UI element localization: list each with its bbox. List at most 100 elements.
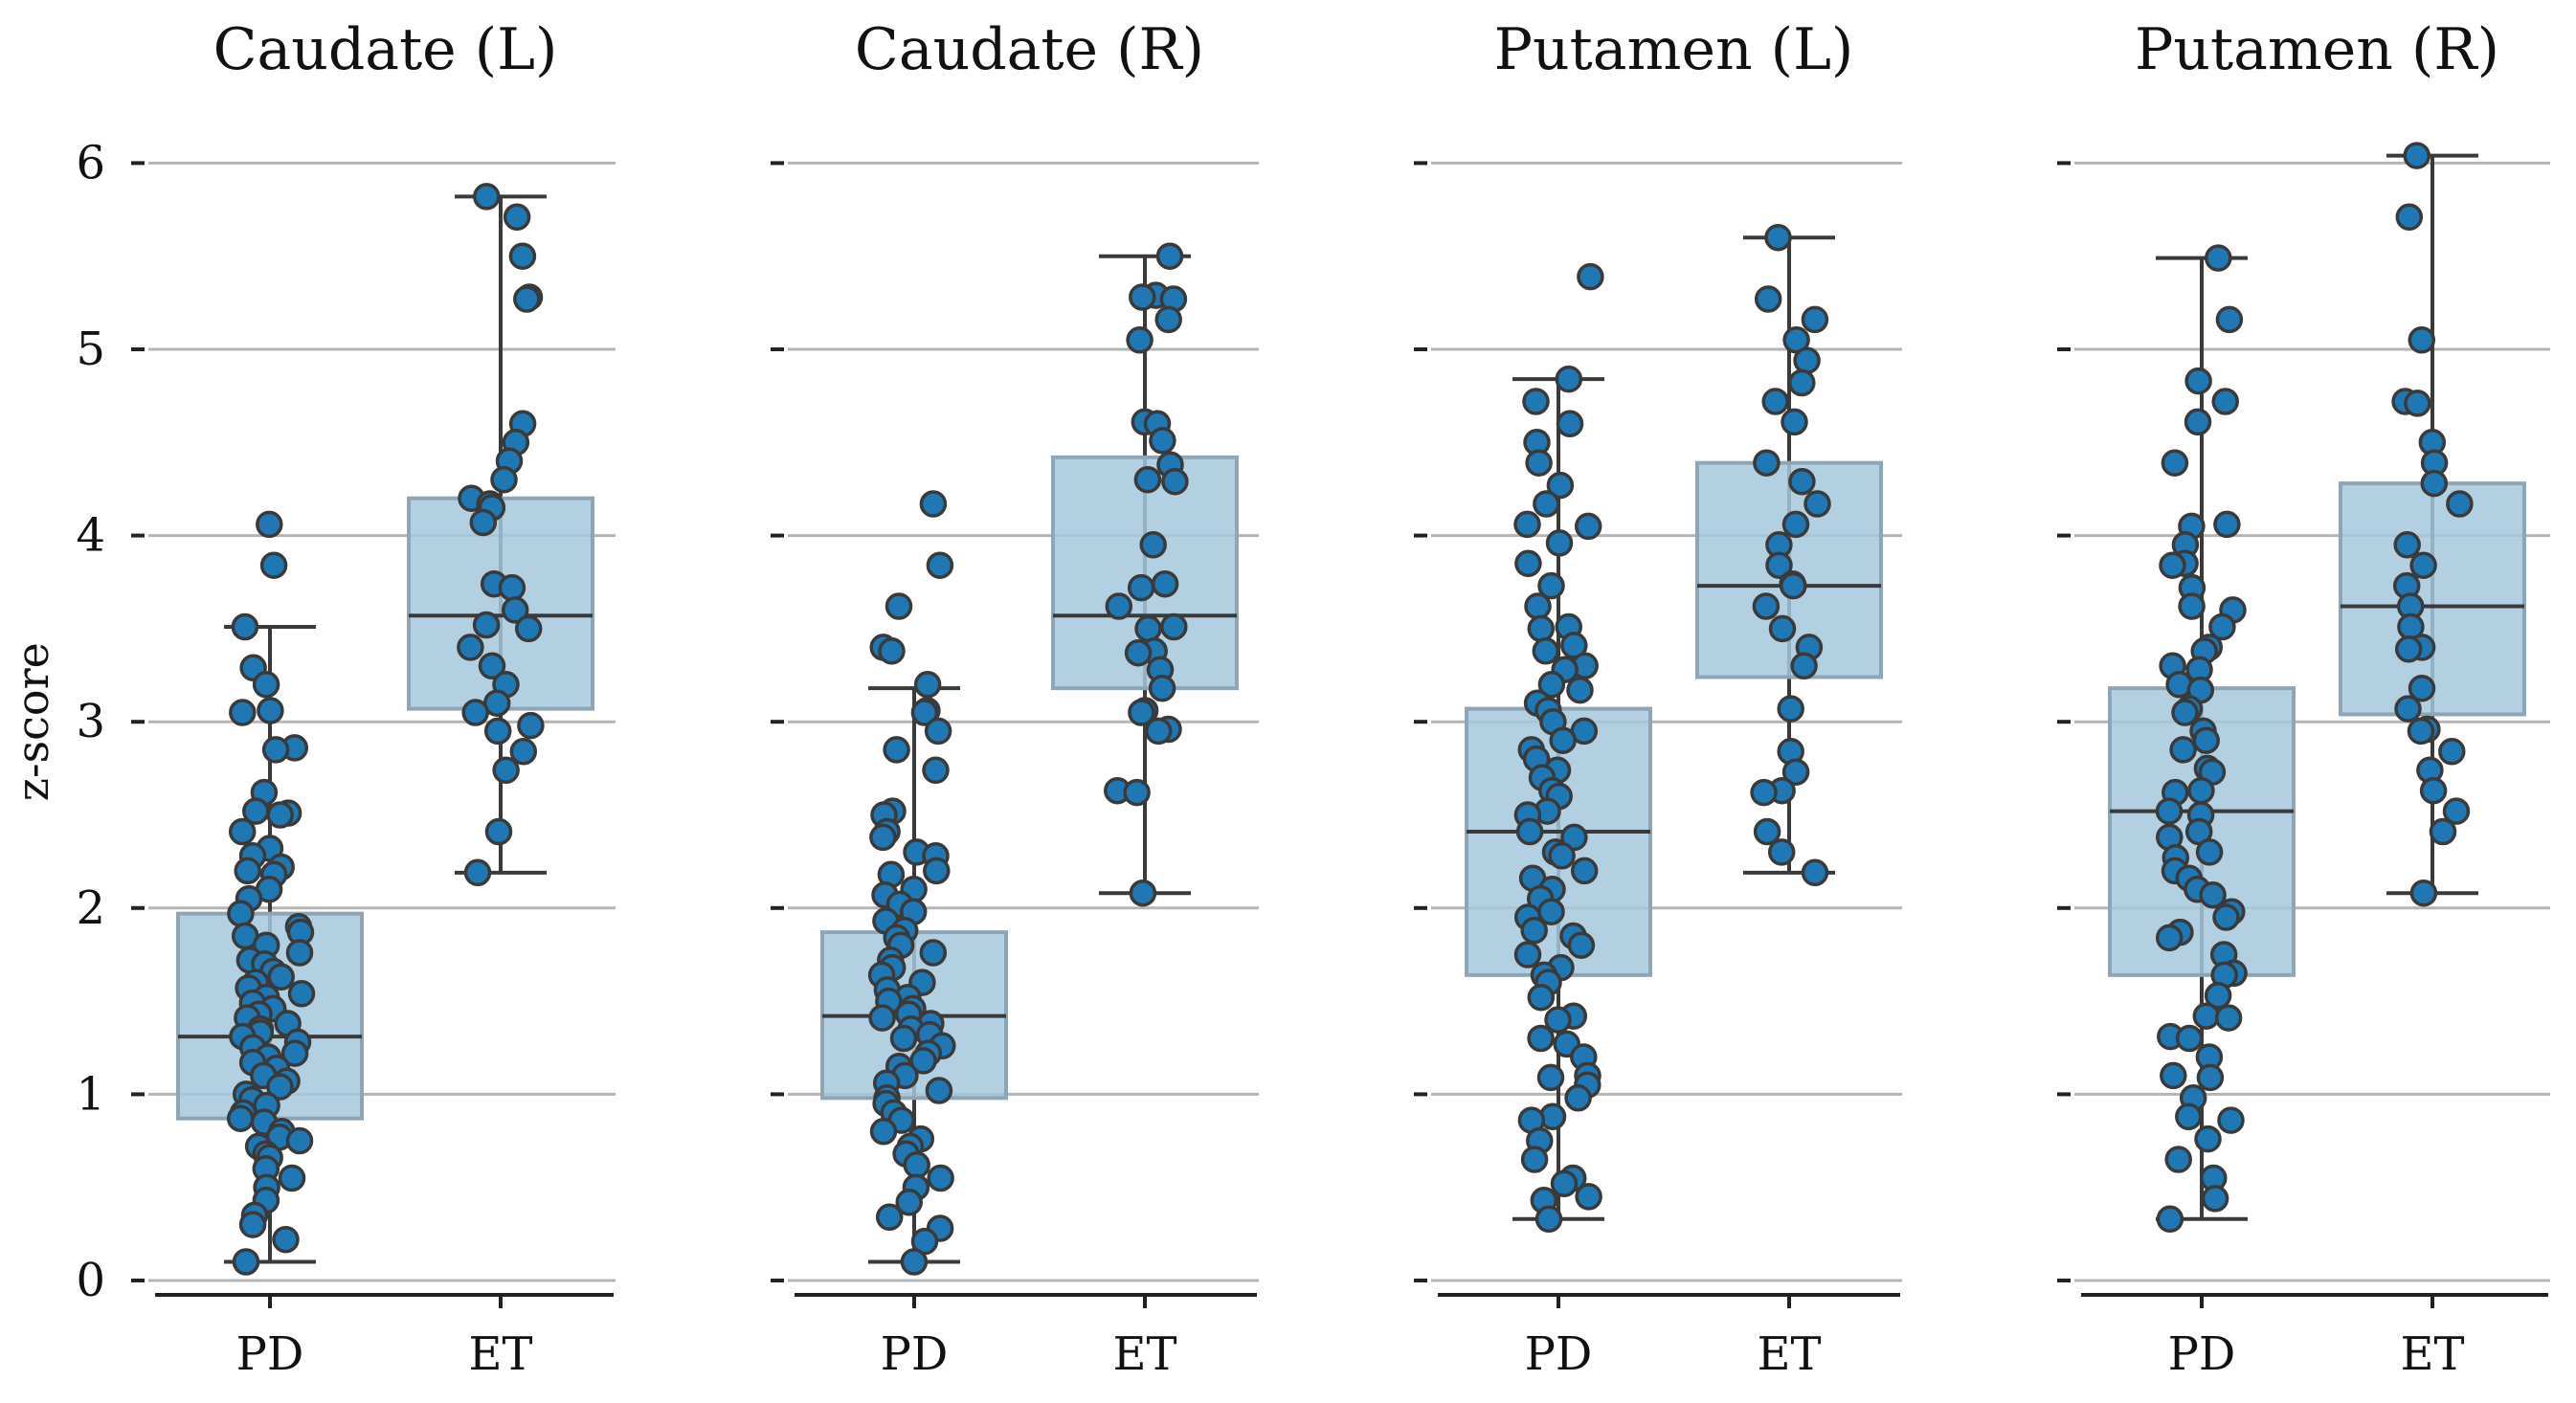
data-point [1761, 388, 1789, 415]
data-point [1550, 1169, 1579, 1198]
data-point [1754, 285, 1782, 313]
data-point [1524, 592, 1552, 620]
panel-3: Putamen (L) PD ET [1414, 16, 1902, 1381]
data-point [2156, 1205, 2184, 1234]
panel-title: Caudate (L) [213, 16, 558, 83]
data-point [461, 699, 489, 726]
data-point [252, 671, 280, 699]
data-point [2404, 390, 2431, 417]
data-point [228, 817, 257, 846]
data-point [484, 817, 513, 846]
data-point [267, 963, 295, 991]
data-point [272, 1225, 300, 1254]
data-point [1556, 410, 1584, 438]
data-point [232, 1248, 260, 1276]
data-point [2192, 726, 2220, 754]
data-point [1537, 571, 1565, 600]
data-point [1793, 346, 1821, 374]
data-point [1544, 1006, 1572, 1034]
data-point [2442, 797, 2471, 825]
data-point [2409, 879, 2438, 907]
data-point [913, 671, 942, 699]
data-point [2159, 551, 2186, 579]
data-point [1134, 614, 1162, 643]
x-tick-label: PD [881, 1327, 949, 1381]
data-point [1564, 1084, 1592, 1112]
data-point [2208, 612, 2236, 641]
data-point [501, 596, 529, 624]
data-point [490, 465, 518, 494]
data-point [923, 857, 951, 885]
panel-title: Putamen (R) [2135, 16, 2499, 83]
data-point [266, 801, 294, 829]
y-tick-label: 0 [76, 1254, 105, 1307]
data-point [1133, 465, 1162, 494]
data-point [1788, 467, 1816, 496]
data-point [1570, 857, 1599, 885]
data-point [226, 1104, 255, 1132]
data-point [2407, 717, 2435, 746]
x-tick-label: ET [2400, 1327, 2464, 1381]
data-point [280, 1039, 309, 1067]
data-point [472, 611, 501, 639]
data-point [1768, 614, 1797, 643]
data-point [2155, 924, 2184, 952]
y-axis-label: z-score [7, 642, 58, 801]
data-point [1527, 1024, 1555, 1053]
data-point [903, 1151, 930, 1179]
data-point [1128, 699, 1155, 726]
data-point [2214, 1004, 2243, 1032]
data-point [1555, 365, 1583, 393]
data-point [2196, 1063, 2225, 1092]
data-point [2395, 203, 2424, 232]
data-point [2184, 367, 2212, 395]
data-point [1527, 983, 1556, 1012]
data-point [1803, 490, 1831, 518]
data-point [1801, 305, 1829, 334]
data-point [1767, 838, 1796, 866]
data-point [1533, 490, 1560, 518]
data-point [2212, 903, 2240, 931]
y-tick-label: 5 [76, 323, 105, 376]
data-point [1536, 1063, 1565, 1092]
panel-title: Putamen (L) [1494, 16, 1854, 83]
data-point [2201, 1185, 2229, 1213]
data-point [1753, 449, 1781, 477]
data-point [1513, 510, 1541, 539]
data-point [2195, 838, 2224, 866]
data-point [1753, 817, 1781, 846]
data-point [889, 1024, 918, 1053]
data-point [922, 756, 950, 785]
data-point [2169, 736, 2197, 764]
data-point [878, 637, 906, 665]
x-tick-label: ET [1112, 1327, 1176, 1381]
data-point [266, 1073, 294, 1101]
data-point [1801, 858, 1829, 887]
data-point [2429, 817, 2457, 846]
data-point [1546, 471, 1575, 500]
data-point [2160, 1061, 2187, 1090]
data-point [1139, 531, 1167, 559]
data-point [1155, 242, 1184, 270]
data-point [924, 717, 952, 746]
data-point [278, 1164, 306, 1192]
data-point [2175, 1102, 2203, 1131]
data-point [2192, 1002, 2221, 1030]
data-point [1548, 842, 1576, 870]
data-point [1160, 612, 1188, 641]
data-point [259, 551, 288, 579]
x-tick-label: ET [468, 1327, 532, 1381]
data-point [463, 858, 492, 887]
data-point [1161, 467, 1189, 496]
data-point [869, 823, 897, 852]
box-et [2339, 481, 2526, 717]
data-point [1525, 449, 1553, 477]
data-point [2211, 388, 2239, 415]
data-point [2178, 592, 2206, 620]
data-point [919, 939, 948, 967]
data-point [513, 285, 541, 313]
y-tick-label: 4 [76, 509, 105, 563]
data-point [231, 612, 259, 641]
data-point [1105, 592, 1133, 620]
data-point [492, 756, 520, 785]
